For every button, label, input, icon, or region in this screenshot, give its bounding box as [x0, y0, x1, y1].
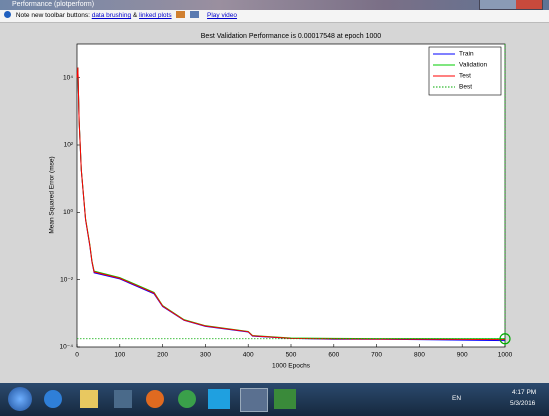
y-axis-label: Mean Squared Error (mse) [49, 156, 56, 233]
clock-date[interactable]: 5/3/2016 [510, 400, 536, 407]
window-buttons[interactable] [479, 0, 543, 10]
x-tick-label: 400 [243, 352, 254, 359]
info-icon [4, 11, 11, 18]
chart-title: Best Validation Performance is 0.0001754… [201, 33, 382, 40]
link[interactable]: linked plots [139, 12, 172, 19]
brush-icon[interactable] [176, 11, 186, 18]
link[interactable]: data brushing [91, 12, 132, 19]
close-button[interactable] [516, 0, 542, 9]
x-tick-label: 200 [157, 352, 168, 359]
app-icon[interactable] [240, 388, 268, 412]
app-icon[interactable] [178, 390, 196, 408]
clock-time[interactable]: 4:17 PM [512, 389, 537, 396]
app-icon[interactable] [274, 389, 296, 409]
link-icon[interactable] [190, 11, 200, 18]
toolbar-note: Note new toolbar buttons: [15, 12, 90, 19]
x-tick-label: 600 [328, 352, 339, 359]
legend-label: Validation [459, 62, 487, 69]
y-tick-label: 10⁰ [63, 208, 73, 216]
legend-label: Best [459, 84, 472, 91]
x-axis-label: 1000 Epochs [272, 363, 311, 370]
app-icon[interactable] [146, 390, 164, 408]
y-tick-label: 10⁻⁴ [60, 344, 74, 351]
language[interactable]: EN [452, 395, 462, 402]
app-icon[interactable] [44, 390, 62, 408]
x-tick-label: 0 [75, 352, 79, 359]
y-tick-label: 10⁴ [63, 74, 73, 81]
x-tick-label: 900 [457, 352, 468, 359]
window-title: Performance (plotperform) [12, 1, 95, 8]
app-icon[interactable] [80, 390, 98, 408]
x-tick-label: 800 [414, 352, 425, 359]
app-icon[interactable] [208, 389, 230, 409]
link[interactable]: Play video [207, 12, 238, 19]
x-tick-label: 300 [200, 352, 211, 359]
chart: Best Validation Performance is 0.0001754… [49, 33, 513, 370]
legend-box [428, 46, 502, 96]
app-icon[interactable] [114, 390, 132, 408]
best-marker [499, 333, 511, 345]
taskbar: EN 4:17 PM 5/3/2016 [0, 383, 549, 416]
ampersand: & [132, 12, 138, 19]
x-tick-label: 700 [371, 352, 382, 359]
x-tick-label: 1000 [498, 352, 513, 359]
y-tick-label: 10⁻² [60, 276, 74, 283]
toolbar: Note new toolbar buttons: data brushing … [0, 10, 549, 23]
x-tick-label: 100 [114, 352, 125, 359]
y-tick-label: 10² [64, 142, 74, 149]
start-button[interactable] [8, 387, 32, 411]
title-bar: Performance (plotperform) [0, 0, 549, 10]
legend-label: Train [459, 51, 474, 58]
legend-label: Test [459, 73, 471, 80]
x-tick-label: 500 [286, 352, 297, 359]
